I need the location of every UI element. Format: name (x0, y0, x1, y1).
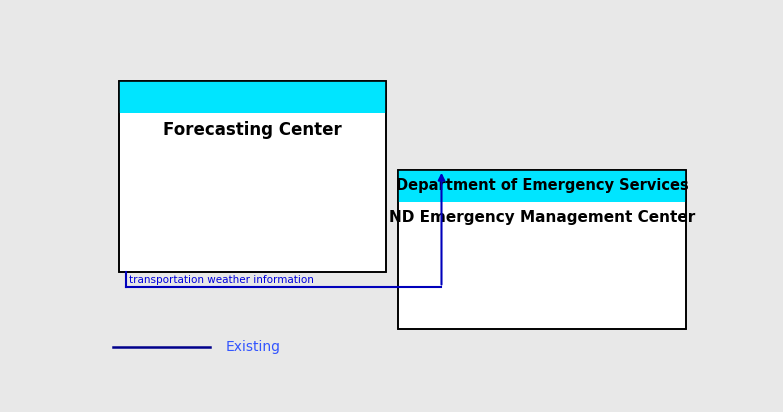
Bar (119, 81, 386, 113)
Bar (119, 81, 386, 272)
Text: Department of Emergency Services: Department of Emergency Services (396, 178, 689, 193)
Text: Forecasting Center: Forecasting Center (163, 121, 342, 139)
Bar (399, 170, 687, 329)
Text: Existing: Existing (226, 340, 280, 354)
Text: ND Emergency Management Center: ND Emergency Management Center (389, 210, 695, 225)
Bar (399, 170, 687, 329)
Text: transportation weather information: transportation weather information (129, 275, 314, 285)
Bar (119, 81, 386, 272)
Bar (399, 170, 687, 202)
